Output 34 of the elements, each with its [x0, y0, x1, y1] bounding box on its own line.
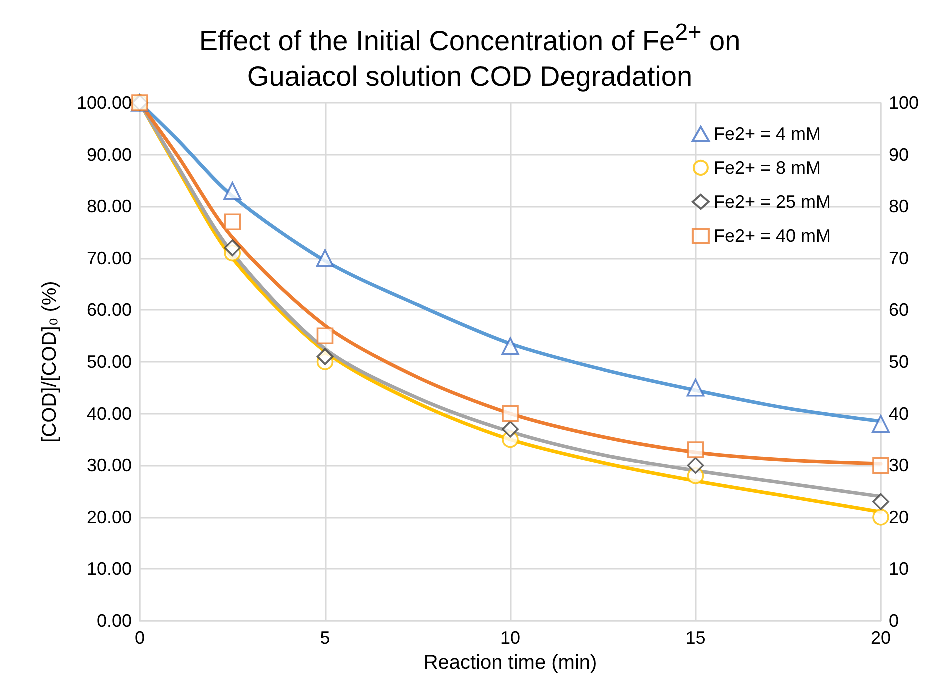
legend-label: Fe2+ = 8 mM — [714, 158, 821, 178]
y2-tick-label: 0 — [889, 611, 900, 631]
legend-label: Fe2+ = 40 mM — [714, 226, 832, 246]
y-tick-label: 30.00 — [86, 456, 132, 476]
y2-tick-label: 100 — [889, 93, 920, 113]
y2-tick-label: 80 — [889, 196, 910, 217]
y2-tick-label: 90 — [889, 144, 910, 165]
y2-tick-label: 60 — [889, 300, 910, 320]
y2-tick-label: 10 — [889, 559, 910, 580]
x-tick-label: 5 — [320, 628, 330, 648]
y-tick-label: 60.00 — [86, 300, 132, 320]
x-axis-title: Reaction time (min) — [424, 652, 598, 674]
legend-label: Fe2+ = 25 mM — [714, 192, 832, 212]
y2-tick-label: 30 — [889, 456, 910, 476]
y-tick-label: 100.00 — [76, 93, 132, 113]
y-tick-label: 70.00 — [86, 248, 132, 268]
y-axis-title: [COD]/[COD]₀ (%) — [39, 281, 61, 443]
x-tick-label: 0 — [134, 628, 146, 648]
y-tick-label: 80.00 — [86, 196, 132, 217]
y-tick-label: 90.00 — [86, 144, 132, 165]
y2-tick-label: 50 — [889, 352, 910, 372]
x-tick-label: 15 — [686, 628, 706, 648]
y2-tick-label: 20 — [889, 507, 910, 528]
y-tick-label: 0.00 — [96, 611, 132, 631]
y-tick-label: 40.00 — [86, 404, 132, 424]
y2-tick-label: 70 — [889, 248, 910, 268]
chart-title: Effect of the Initial Concentration of Fe$^{2+}$ on Guaiacol solution COD Degradation — [198, 18, 742, 94]
y-tick-label: 20.00 — [86, 507, 132, 528]
y2-tick-label: 40 — [889, 404, 910, 424]
y-tick-label: 50.00 — [86, 352, 132, 372]
y-tick-label: 10.00 — [86, 559, 132, 580]
x-tick-label: 10 — [500, 628, 521, 648]
legend-label: Fe2+ = 4 mM — [714, 124, 821, 144]
x-tick-label: 20 — [870, 628, 892, 648]
